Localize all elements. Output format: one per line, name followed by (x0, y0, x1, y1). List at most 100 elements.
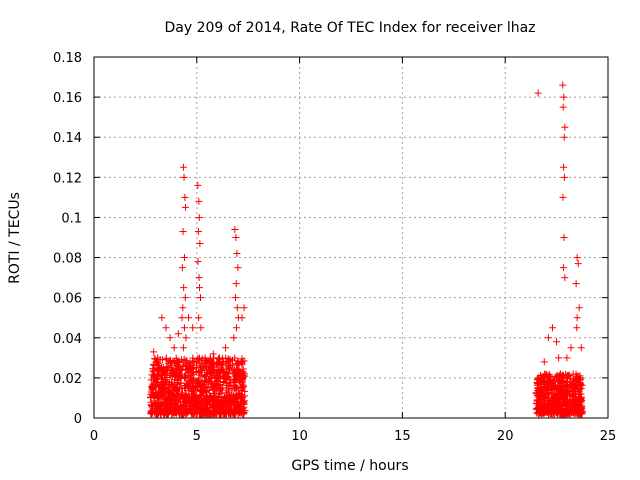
data-point (209, 397, 217, 405)
data-point (170, 344, 178, 352)
x-tick-label: 0 (90, 429, 98, 444)
data-point (181, 384, 189, 392)
data-point (576, 408, 584, 416)
data-point (560, 173, 568, 181)
data-point (555, 394, 563, 402)
data-point (196, 392, 204, 400)
data-point (183, 357, 191, 365)
data-point (152, 359, 160, 367)
data-point (219, 354, 227, 362)
data-point (559, 103, 567, 111)
x-tick-label: 5 (193, 429, 201, 444)
data-point (154, 393, 162, 401)
data-point (573, 410, 581, 418)
data-point (577, 390, 585, 398)
data-point (195, 284, 203, 292)
data-point (231, 395, 239, 403)
data-point (158, 363, 166, 371)
data-point (155, 388, 163, 396)
data-point (206, 364, 214, 372)
data-point (546, 384, 554, 392)
data-point (567, 344, 575, 352)
data-point (154, 371, 162, 379)
data-point (556, 385, 564, 393)
data-point (536, 371, 544, 379)
data-point (219, 367, 227, 375)
data-point (181, 203, 189, 211)
data-point (572, 374, 580, 382)
data-point (172, 358, 180, 366)
data-point (207, 370, 215, 378)
data-point (559, 264, 567, 272)
data-point (175, 373, 183, 381)
data-point (182, 334, 190, 342)
data-point (194, 404, 202, 412)
data-point (198, 366, 206, 374)
data-point (205, 358, 213, 366)
data-point (222, 344, 230, 352)
data-point (149, 365, 157, 373)
data-point (553, 338, 561, 346)
data-point (555, 354, 563, 362)
data-point (574, 399, 582, 407)
data-point (569, 370, 577, 378)
data-point (215, 407, 223, 415)
data-point (215, 354, 223, 362)
data-point (233, 250, 241, 258)
data-point (190, 358, 198, 366)
data-point (194, 181, 202, 189)
data-point (195, 314, 203, 322)
data-point (232, 324, 240, 332)
data-point (231, 225, 239, 233)
data-point (160, 405, 168, 413)
data-point (187, 371, 195, 379)
data-point (574, 409, 582, 417)
data-point (563, 378, 571, 386)
data-point (148, 371, 156, 379)
data-point (565, 386, 573, 394)
data-point (539, 402, 547, 410)
data-point (564, 410, 572, 418)
y-tick-label: 0.02 (53, 372, 82, 387)
data-point (563, 354, 571, 362)
data-point (167, 378, 175, 386)
data-point (208, 394, 216, 402)
data-point (220, 410, 228, 418)
data-point (166, 334, 174, 342)
data-point (228, 410, 236, 418)
data-point (561, 123, 569, 131)
data-point (162, 355, 170, 363)
x-tick-label: 20 (497, 429, 514, 444)
data-point (190, 386, 198, 394)
data-point (204, 410, 212, 418)
data-point (158, 314, 166, 322)
data-point (544, 378, 552, 386)
data-point (545, 404, 553, 412)
data-point (150, 348, 158, 356)
data-point (536, 397, 544, 405)
chart-title: Day 209 of 2014, Rate Of TEC Index for r… (164, 20, 535, 36)
data-point (234, 401, 242, 409)
data-point (226, 400, 234, 408)
y-tick-label: 0.1 (61, 211, 82, 226)
data-point (195, 274, 203, 282)
data-point (187, 365, 195, 373)
data-point (238, 355, 246, 363)
data-point (231, 408, 239, 416)
data-point (167, 389, 175, 397)
data-point (211, 385, 219, 393)
data-point (559, 81, 567, 89)
data-point (232, 401, 240, 409)
data-point (196, 371, 204, 379)
data-point (213, 371, 221, 379)
data-point (237, 408, 245, 416)
data-point (173, 380, 181, 388)
data-point (557, 400, 565, 408)
data-point (160, 382, 168, 390)
data-point (179, 163, 187, 171)
data-point (172, 371, 180, 379)
data-point (179, 344, 187, 352)
data-point (230, 334, 238, 342)
data-point (538, 376, 546, 384)
